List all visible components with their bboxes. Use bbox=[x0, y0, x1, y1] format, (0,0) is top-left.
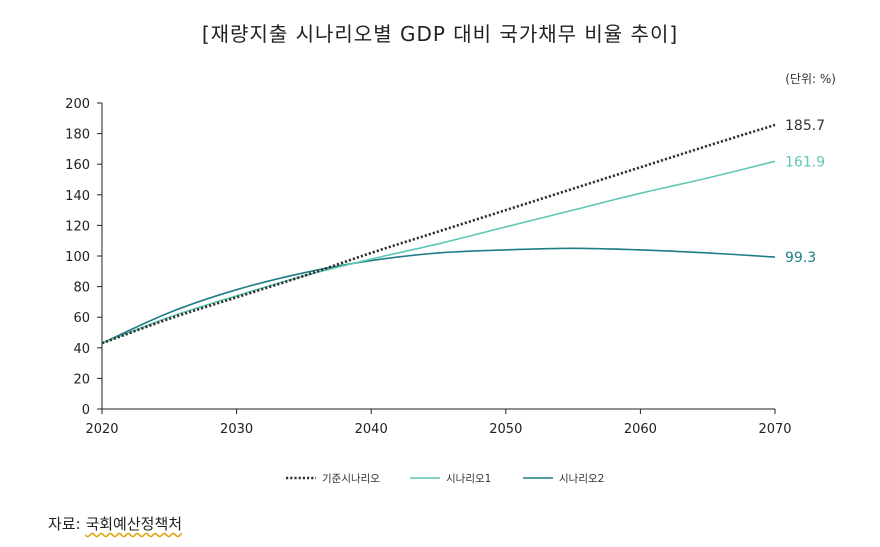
x-tick-label: 2050 bbox=[489, 422, 522, 437]
x-tick-label: 2020 bbox=[85, 422, 118, 437]
source-prefix: 자료: bbox=[48, 515, 86, 533]
source-org: 국회예산정책처 bbox=[85, 515, 183, 533]
y-tick-label: 200 bbox=[65, 97, 90, 112]
end-value-label-2: 161.9 bbox=[785, 154, 825, 170]
y-tick-label: 40 bbox=[73, 342, 90, 357]
x-tick-label: 2060 bbox=[624, 422, 657, 437]
y-tick-label: 140 bbox=[65, 189, 90, 204]
x-tick-label: 2030 bbox=[220, 422, 253, 437]
source-note: 자료: 국회예산정책처 bbox=[48, 513, 182, 534]
y-tick-label: 180 bbox=[65, 128, 90, 143]
legend-label-1: 기준시나리오 bbox=[322, 473, 380, 485]
end-value-label-1: 185.7 bbox=[785, 118, 825, 134]
y-tick-label: 0 bbox=[82, 403, 90, 418]
x-tick-label: 2070 bbox=[758, 422, 791, 437]
y-tick-label: 20 bbox=[73, 372, 90, 387]
series-line-3 bbox=[101, 247, 776, 344]
chart-title: [재량지출 시나리오별 GDP 대비 국가채무 비율 추이] bbox=[201, 22, 679, 46]
legend-label-2: 시나리오1 bbox=[446, 473, 491, 485]
x-tick-label: 2040 bbox=[355, 422, 388, 437]
legend-label-3: 시나리오2 bbox=[559, 473, 604, 485]
legend: 기준시나리오 시나리오1 시나리오2 bbox=[286, 473, 604, 485]
y-tick-label: 60 bbox=[73, 311, 90, 326]
y-tick-label: 120 bbox=[65, 219, 90, 234]
y-tick-label: 100 bbox=[65, 250, 90, 265]
unit-label: (단위: %) bbox=[785, 72, 836, 86]
y-tick-label: 80 bbox=[73, 281, 90, 296]
series-line-2 bbox=[101, 160, 776, 344]
end-labels: 185.7 161.9 99.3 bbox=[785, 118, 825, 266]
end-value-label-3: 99.3 bbox=[785, 250, 816, 266]
series-line-1 bbox=[101, 123, 776, 345]
series-layer bbox=[101, 123, 776, 345]
y-tick-label: 160 bbox=[65, 158, 90, 173]
